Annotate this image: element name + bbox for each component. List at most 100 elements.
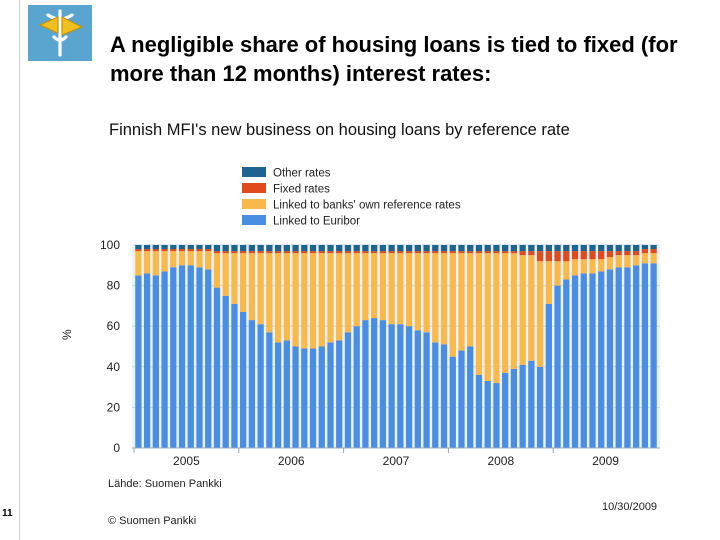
bar-segment-euribor [528,360,535,448]
bar-segment-banks_own [458,253,465,351]
bar-segment-other [606,245,614,252]
bar-segment-other [327,245,334,252]
bar-segment-banks_own [449,253,456,357]
bar-segment-euribor [405,326,413,448]
bar-segment-euribor [484,381,491,448]
x-tick-label: 2009 [592,454,619,468]
bar-segment-fixed [493,251,500,254]
bar-segment-banks_own [336,253,343,341]
bar-segment-euribor [196,267,203,448]
legend-label-euribor: Linked to Euribor [273,216,360,228]
bar-segment-euribor [283,340,290,448]
bar-segment-banks_own [240,253,247,312]
bar-segment-fixed [135,249,142,252]
bar-segment-banks_own [475,253,483,375]
bar-segment-euribor [475,374,483,448]
bar-segment-other [641,245,649,250]
bar-segment-fixed [161,249,168,252]
bar-segment-other [257,245,264,252]
bar-segment-banks_own [633,255,640,266]
bar-segment-other [615,245,622,252]
bar-segment-euribor [502,372,509,448]
bar-segment-banks_own [598,259,605,272]
bar-segment-fixed [143,249,151,252]
bar-segment-other [318,245,325,252]
bar-segment-banks_own [467,253,474,347]
bar-segment-fixed [318,251,325,254]
bar-segment-banks_own [388,253,395,325]
bar-segment-other [388,245,395,252]
bar-segment-fixed [301,251,308,254]
bar-segment-banks_own [641,253,649,264]
bar-segment-euribor [301,348,308,448]
bar-segment-fixed [467,251,474,254]
bar-segment-banks_own [362,253,369,321]
legend-swatch-banks_own [242,199,266,209]
bar-segment-fixed [502,251,509,254]
bar-segment-fixed [152,249,159,252]
bar-segment-banks_own [606,257,614,270]
y-tick-label: 80 [107,279,121,293]
bar-segment-banks_own [178,251,186,266]
bar-segment-other [213,245,221,252]
bar-segment-other [379,245,387,252]
bar-segment-banks_own [318,253,325,347]
bar-segment-other [571,245,579,252]
bar-segment-other [414,245,421,252]
bar-segment-fixed [624,251,631,256]
bar-segment-fixed [606,251,614,258]
bar-segment-fixed [196,249,203,252]
bar-segment-banks_own [309,253,317,349]
bar-segment-banks_own [379,253,387,321]
bar-segment-other [405,245,413,252]
bar-segment-fixed [528,251,535,256]
bar-segment-other [650,245,657,250]
bar-segment-euribor [327,342,334,448]
bar-segment-euribor [545,303,552,448]
bar-segment-euribor [309,348,317,448]
bar-segment-other [397,245,404,252]
bar-segment-other [309,245,317,252]
bar-segment-euribor [440,344,448,448]
bar-segment-other [170,245,177,250]
bar-segment-other [231,245,238,252]
bar-segment-fixed [353,251,360,254]
bar-segment-other [554,245,561,252]
bar-segment-banks_own [248,253,256,321]
bar-segment-banks_own [650,253,657,264]
bar-segment-fixed [484,251,491,254]
bar-segment-euribor [493,383,500,448]
bar-segment-fixed [598,251,605,260]
bar-segment-fixed [371,251,378,254]
bar-segment-banks_own [423,253,430,333]
bar-segment-banks_own [222,253,229,296]
x-tick-label: 2005 [173,454,200,468]
bar-segment-fixed [274,251,282,254]
bar-segment-euribor [344,332,352,448]
bar-segment-other [510,245,518,252]
bar-segment-fixed [475,251,483,254]
bar-segment-fixed [231,251,238,254]
bar-segment-banks_own [405,253,413,327]
bar-segment-banks_own [493,253,500,384]
bar-segment-fixed [292,251,299,254]
bar-segment-banks_own [371,253,378,319]
bar-segment-banks_own [589,259,596,274]
bar-segment-banks_own [528,255,535,361]
bar-segment-fixed [563,251,570,262]
x-tick-label: 2008 [487,454,514,468]
bar-segment-banks_own [266,253,273,333]
bar-segment-other [484,245,491,252]
bar-segment-fixed [336,251,343,254]
bar-segment-euribor [615,267,622,448]
bar-segment-other [502,245,509,252]
bar-segment-euribor [563,279,570,448]
bar-segment-euribor [606,269,614,448]
bar-segment-fixed [240,251,247,254]
bar-segment-other [440,245,448,252]
bar-segment-banks_own [327,253,334,343]
bar-segment-banks_own [344,253,352,333]
bar-segment-fixed [222,251,229,254]
bar-segment-fixed [327,251,334,254]
